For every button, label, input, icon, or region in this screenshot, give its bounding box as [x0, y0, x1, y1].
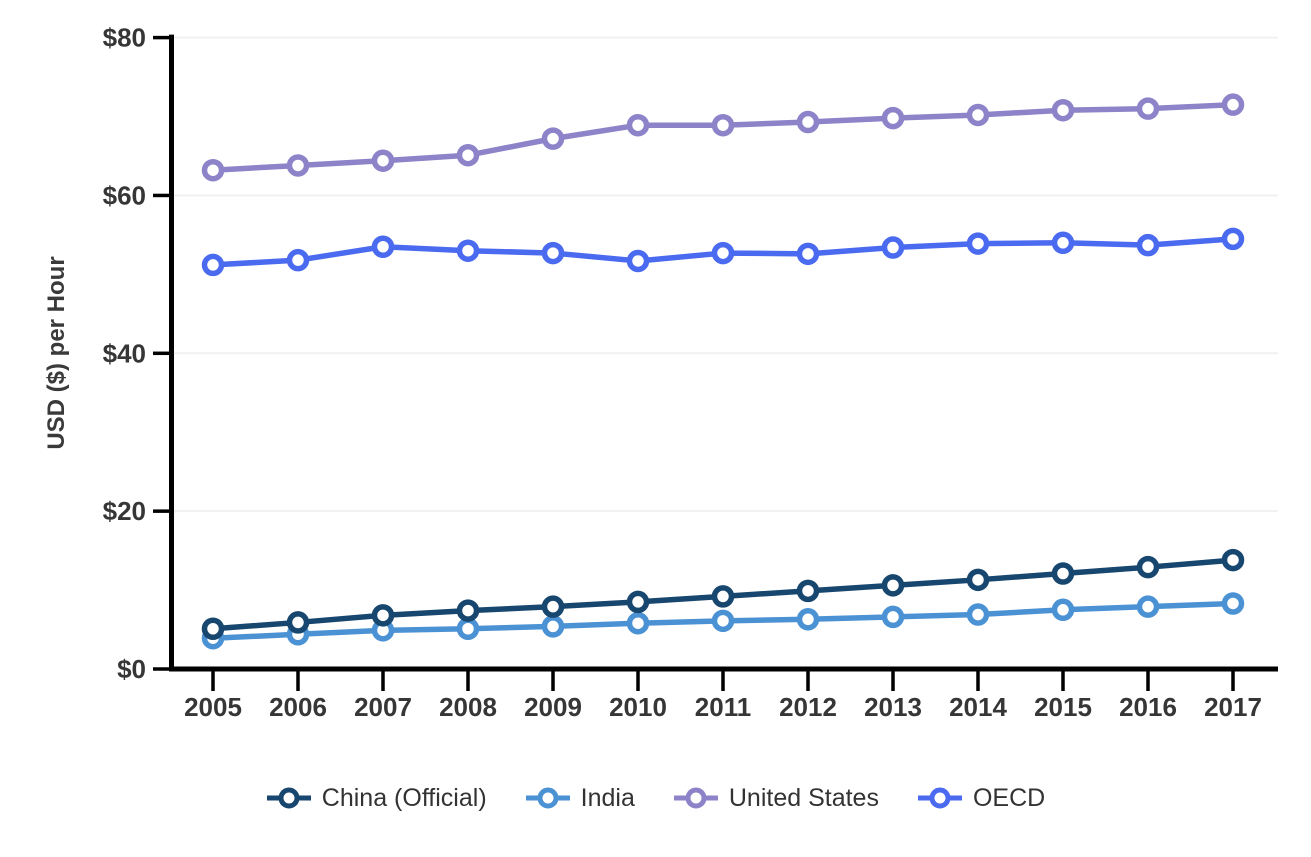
data-point-china-official-2006 — [286, 611, 310, 634]
x-tick-label-2013: 2013 — [864, 692, 922, 722]
data-point-united-states-2006 — [286, 154, 310, 177]
data-point-oecd-2014 — [966, 232, 990, 255]
y-axis-title: USD ($) per Hour — [43, 256, 70, 449]
legend-marker-circle — [537, 787, 559, 809]
data-point-oecd-2006 — [286, 248, 310, 272]
data-point-india-2010 — [626, 611, 650, 635]
x-tick-label-2017: 2017 — [1204, 692, 1262, 722]
x-tick-label-2016: 2016 — [1119, 692, 1177, 722]
data-point-united-states-2013 — [881, 106, 905, 130]
data-point-oecd-2009 — [541, 241, 565, 265]
data-point-oecd-2008 — [456, 239, 480, 262]
legend-item-oecd: OECD — [917, 784, 1045, 813]
data-point-united-states-2015 — [1051, 98, 1075, 122]
legend-marker-circle — [685, 787, 707, 809]
data-point-oecd-2010 — [626, 249, 650, 273]
axes: $0 $20 $40 $60 $80 2005 2006 2007 2008 2009 2010 20… — [103, 23, 1278, 722]
data-point-china-official-2011 — [711, 585, 735, 608]
x-tick-label-2005: 2005 — [184, 692, 242, 722]
legend-marker-icon-china-official — [266, 787, 311, 809]
x-tick-label-2012: 2012 — [779, 692, 837, 722]
data-point-united-states-2009 — [541, 127, 565, 150]
legend-label-united-states: United States — [728, 783, 879, 812]
data-point-united-states-2008 — [456, 143, 480, 167]
x-tick-label-2006: 2006 — [269, 692, 327, 722]
y-tick-label-20: $20 — [103, 496, 146, 526]
data-point-india-2016 — [1136, 595, 1160, 618]
legend-marker-icon-oecd — [917, 787, 962, 809]
data-point-china-official-2016 — [1136, 555, 1160, 579]
legend-label-oecd: OECD — [972, 783, 1046, 812]
x-tick-label-2014: 2014 — [949, 692, 1007, 722]
legend-label-india: India — [580, 783, 635, 812]
data-point-oecd-2007 — [371, 235, 395, 259]
data-point-united-states-2014 — [966, 103, 990, 127]
series-china-official — [201, 548, 1245, 640]
data-point-india-2014 — [966, 603, 990, 626]
y-tick-label-0: $0 — [117, 654, 146, 684]
legend-marker-icon-united-states — [673, 787, 718, 809]
data-point-india-2008 — [456, 617, 480, 640]
data-point-united-states-2012 — [796, 110, 820, 134]
series-oecd — [201, 227, 1245, 277]
data-point-india-2013 — [881, 605, 905, 629]
data-point-india-2012 — [796, 608, 820, 631]
data-point-china-official-2007 — [371, 604, 395, 627]
legend-marker-circle — [929, 787, 951, 809]
data-point-china-official-2008 — [456, 599, 480, 622]
data-point-india-2017 — [1221, 592, 1245, 615]
x-tick-label-2008: 2008 — [439, 692, 497, 722]
data-point-india-2011 — [711, 609, 735, 633]
legend-item-india: India — [525, 784, 635, 813]
x-tick-label-2015: 2015 — [1034, 692, 1092, 722]
data-point-india-2015 — [1051, 598, 1075, 622]
data-point-oecd-2017 — [1221, 227, 1245, 251]
data-point-united-states-2017 — [1221, 93, 1245, 116]
data-point-united-states-2007 — [371, 149, 395, 172]
legend-item-china-official: China (Official) — [266, 784, 487, 813]
x-tick-label-2011: 2011 — [695, 692, 751, 722]
data-point-oecd-2016 — [1136, 233, 1160, 257]
x-tick-label-2007: 2007 — [354, 692, 412, 722]
data-point-china-official-2017 — [1221, 548, 1245, 572]
data-point-united-states-2016 — [1136, 97, 1160, 120]
x-tick-label-2009: 2009 — [524, 692, 582, 722]
data-point-oecd-2011 — [711, 241, 735, 265]
data-series — [201, 93, 1245, 650]
data-point-china-official-2012 — [796, 579, 820, 603]
data-point-china-official-2010 — [626, 590, 650, 614]
x-tick-label-2010: 2010 — [609, 692, 667, 722]
legend-item-united-states: United States — [673, 784, 879, 813]
data-point-china-official-2013 — [881, 574, 905, 597]
data-point-china-official-2009 — [541, 595, 565, 618]
data-point-oecd-2013 — [881, 236, 905, 259]
y-tick-label-80: $80 — [103, 23, 146, 53]
data-point-india-2009 — [541, 615, 565, 638]
gridlines — [174, 36, 1278, 513]
data-point-china-official-2014 — [966, 568, 990, 592]
data-point-united-states-2005 — [201, 158, 225, 182]
y-tick-label-60: $60 — [103, 180, 146, 210]
legend-label-china-official: China (Official) — [321, 783, 487, 812]
data-point-oecd-2005 — [201, 253, 225, 277]
legend-marker-circle — [278, 787, 300, 809]
data-point-united-states-2010 — [626, 113, 650, 137]
series-united-states — [201, 93, 1245, 182]
data-point-united-states-2011 — [711, 113, 735, 137]
data-point-oecd-2015 — [1051, 231, 1075, 255]
legend-marker-icon-india — [525, 787, 570, 809]
chart-legend: China (Official) India United States OECD — [0, 776, 1311, 820]
data-point-china-official-2005 — [201, 617, 225, 640]
data-point-oecd-2012 — [796, 242, 820, 266]
y-tick-label-40: $40 — [103, 338, 146, 368]
data-point-china-official-2015 — [1051, 562, 1075, 585]
